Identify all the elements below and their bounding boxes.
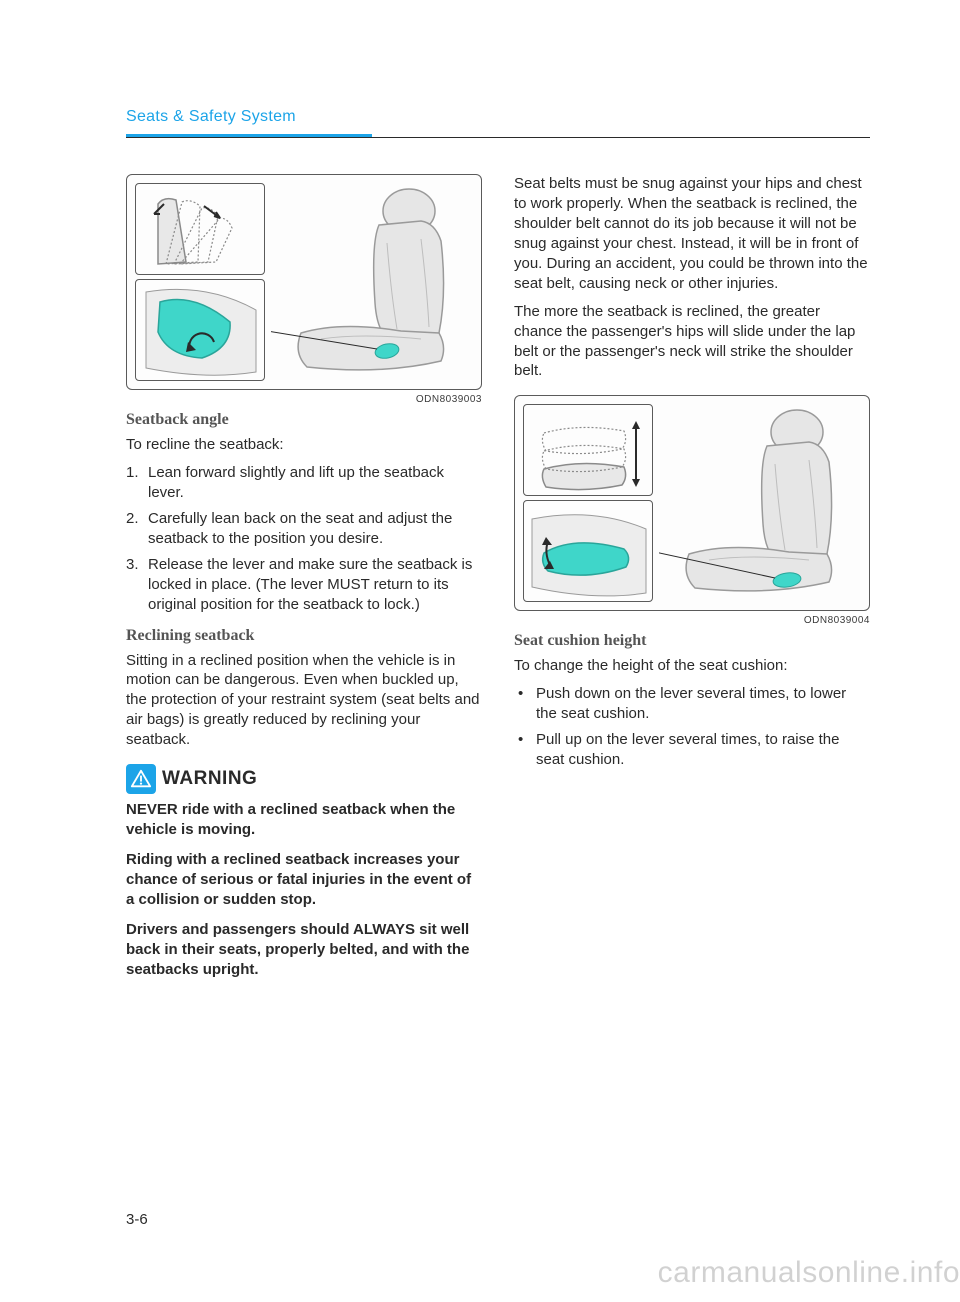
warning-paragraph: Riding with a reclined seatback increase…: [126, 850, 482, 910]
intro-seat-cushion-height: To change the height of the seat cushion…: [514, 656, 870, 676]
inset-recline-motion: [135, 183, 265, 275]
figure-caption: ODN8039004: [514, 615, 870, 626]
content-columns: ODN8039003 Seatback angle To recline the…: [126, 174, 870, 990]
warning-paragraph: NEVER ride with a reclined seatback when…: [126, 800, 482, 840]
para-seatbelt-snug: Seat belts must be snug against your hip…: [514, 174, 870, 294]
seat-illustration: [659, 404, 863, 604]
subhead-reclining-seatback: Reclining seatback: [126, 627, 482, 645]
watermark: carmanualsonline.info: [658, 1256, 960, 1290]
intro-seatback-angle: To recline the seatback:: [126, 435, 482, 455]
recline-motion-illustration: [136, 184, 266, 276]
bullet-item: Push down on the lever several times, to…: [514, 684, 870, 724]
warning-header: WARNING: [126, 764, 482, 794]
cushion-motion-illustration: [524, 405, 654, 497]
warning-label: WARNING: [162, 768, 257, 790]
height-lever-illustration: [524, 501, 654, 603]
manual-page: Seats & Safety System: [0, 0, 960, 990]
bullet-item: Pull up on the lever several times, to r…: [514, 730, 870, 770]
steps-seatback-angle: Lean forward slightly and lift up the se…: [126, 463, 482, 615]
para-reclining-seatback: Sitting in a reclined position when the …: [126, 651, 482, 751]
seatback-lever-illustration: [136, 280, 266, 382]
inset-cushion-motion: [523, 404, 653, 496]
header-rule-thin: [126, 137, 870, 138]
step-item: Carefully lean back on the seat and adju…: [126, 509, 482, 549]
warning-block: WARNING NEVER ride with a reclined seatb…: [126, 764, 482, 980]
subhead-seatback-angle: Seatback angle: [126, 411, 482, 429]
inset-height-lever: [523, 500, 653, 602]
section-header: Seats & Safety System: [126, 108, 870, 126]
column-left: ODN8039003 Seatback angle To recline the…: [126, 174, 482, 990]
inset-seatback-lever: [135, 279, 265, 381]
warning-icon: [126, 764, 156, 794]
warning-paragraph: Drivers and passengers should ALWAYS sit…: [126, 920, 482, 980]
seat-illustration: [271, 183, 475, 383]
step-item: Lean forward slightly and lift up the se…: [126, 463, 482, 503]
bullets-seat-cushion-height: Push down on the lever several times, to…: [514, 684, 870, 770]
column-right: Seat belts must be snug against your hip…: [514, 174, 870, 990]
subhead-seat-cushion-height: Seat cushion height: [514, 632, 870, 650]
page-number: 3-6: [126, 1211, 148, 1228]
figure-caption: ODN8039003: [126, 394, 482, 405]
para-seatback-reclined: The more the seatback is reclined, the g…: [514, 302, 870, 382]
step-item: Release the lever and make sure the seat…: [126, 555, 482, 615]
figure-seat-cushion-height: [514, 395, 870, 611]
figure-seatback-angle: [126, 174, 482, 390]
